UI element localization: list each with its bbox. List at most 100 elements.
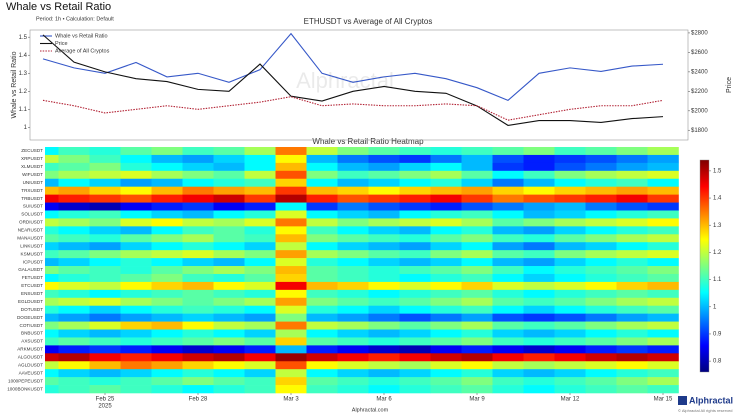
heatmap-cell [585,377,617,386]
heatmap-cell [492,281,524,291]
heatmap-cell [585,147,617,156]
heatmap-cell [151,353,183,362]
heatmap-cell [244,305,276,314]
heatmap-cell [399,297,431,307]
row-label: GALAUSDT [18,267,43,272]
heatmap-cell [368,273,400,283]
heatmap-cell [182,218,214,227]
row-label: SOLUSDT [21,212,43,217]
heatmap-cell [275,345,307,354]
heatmap-cell [306,147,338,156]
heatmap-cell [554,242,586,251]
heatmap-cell [213,273,245,283]
heatmap-cell [647,234,679,243]
heatmap-cell [554,289,586,299]
heatmap-cell [244,186,276,195]
heatmap-cell [151,210,183,219]
heatmap-cell [306,385,338,394]
row-label: UNIUSDT [23,180,44,185]
row-label: TRXUSDT [21,188,43,193]
heatmap-cell [58,186,90,195]
heatmap-cell [306,242,338,251]
heatmap-cell [492,226,524,235]
heatmap-cell [120,313,152,322]
legend-label: Price [55,41,68,47]
heatmap-cell [554,147,586,156]
heatmap-cell [554,178,586,187]
y-axis-label: Whale vs Retail Ratio [11,51,18,118]
heatmap-cell [58,273,90,283]
heatmap-cell [58,377,90,386]
heatmap-cell [585,313,617,322]
heatmap-cell [151,273,183,283]
heatmap-cell [244,281,276,291]
heatmap-cell [461,194,493,203]
colorbar-tick-label: 1 [713,304,717,310]
heatmap-cell [213,170,245,180]
heatmap-cell [523,361,555,370]
heatmap-cell [554,385,586,394]
heatmap-cell [647,369,679,378]
logo-icon [678,396,687,405]
row-label: DOTUSDT [21,307,43,312]
heatmap-cell [45,162,59,172]
heatmap-cell [461,353,493,362]
heatmap-cell [647,154,679,164]
heatmap-cell [45,242,59,251]
heatmap-cell [45,353,59,362]
copyright: © Alphractal All rights reserved [678,408,733,413]
subtitle: Period: 1h • Calculation: Default [36,16,114,22]
heatmap-cell [616,218,648,227]
heatmap-cell [430,186,462,195]
heatmap-cell [151,266,183,275]
heatmap-cell [492,273,524,283]
heatmap-cell [554,218,586,227]
heatmap-cell [492,194,524,203]
heatmap-cell [616,226,648,235]
heatmap-cell [306,178,338,187]
heatmap-cell [213,226,245,235]
heatmap-cell [213,281,245,291]
heatmap-cell [585,353,617,362]
heatmap-cell [151,313,183,322]
heatmap-cell [120,154,152,164]
heatmap-cell [647,321,679,330]
heatmap-cell [89,361,121,370]
heatmap-cell [182,162,214,172]
heatmap-cell [306,218,338,227]
heatmap-cell [182,313,214,322]
heatmap-cell [430,250,462,259]
heatmap-cell [647,178,679,187]
heatmap-cell [554,281,586,291]
heatmap-cell [399,194,431,203]
heatmap-cell [461,258,493,267]
heatmap-cell [492,234,524,243]
heatmap-cell [399,273,431,283]
heatmap-cell [151,170,183,180]
heatmap-cell [461,345,493,354]
heatmap-cell [337,297,369,307]
heatmap-cell [213,353,245,362]
heatmap-cell [461,242,493,251]
heatmap-cell [120,186,152,195]
heatmap-cell [120,170,152,180]
heatmap-cell [554,313,586,322]
heatmap-cell [616,361,648,370]
heatmap-cell [430,178,462,187]
heatmap-cell [306,297,338,307]
heatmap-cell [244,170,276,180]
heatmap-cell [430,242,462,251]
heatmap-cell [430,329,462,338]
heatmap-cell [616,242,648,251]
heatmap-cell [182,321,214,330]
heatmap-cell [275,329,307,338]
heatmap-cell [151,369,183,378]
heatmap-cell [368,154,400,164]
heatmap-cell [368,162,400,172]
heatmap-cell [244,218,276,227]
heatmap-cell [368,250,400,259]
y-tick-label: 1.4 [19,53,28,59]
heatmap-cell [523,186,555,195]
heatmap-cell [399,170,431,180]
heatmap-cell [275,369,307,378]
